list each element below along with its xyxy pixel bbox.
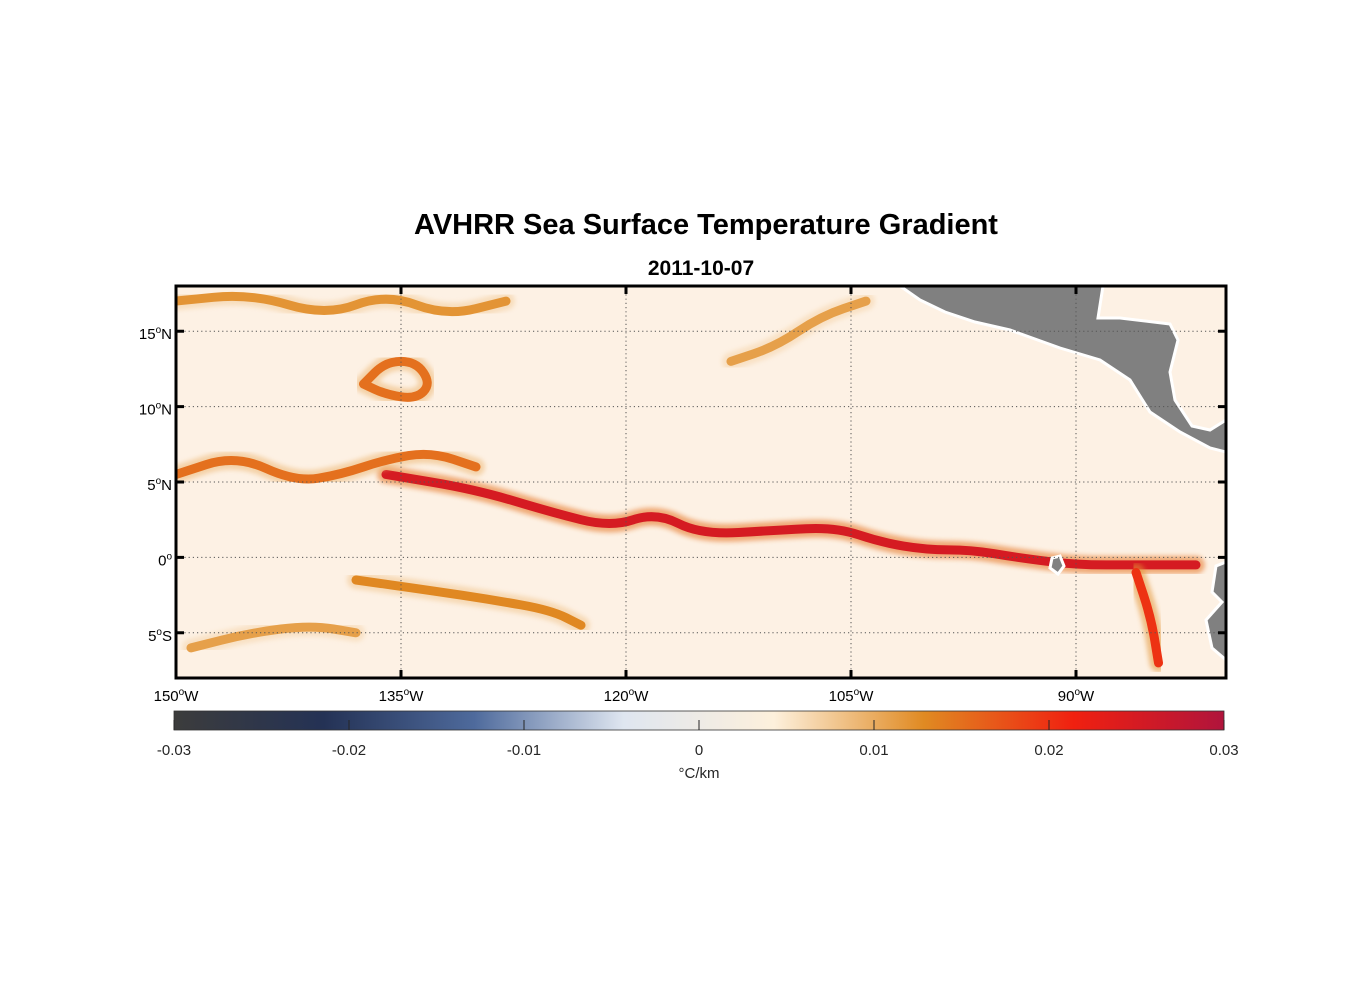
front-south-front-2s <box>351 575 586 630</box>
front-equatorial-front <box>381 469 1201 570</box>
galapagos-land <box>1048 554 1066 577</box>
x-tick-label: 120oW <box>604 687 650 705</box>
chart-subtitle: 2011-10-07 <box>648 257 754 280</box>
map-plot-area <box>176 286 1226 678</box>
colorbar-label: °C/km <box>679 765 720 782</box>
colorbar-tick-label: 0.03 <box>1209 742 1238 759</box>
y-tick-label: 0o <box>158 551 172 569</box>
front-filament-14n <box>726 296 871 366</box>
colorbar-ticks: -0.03 -0.02 -0.01 0 0.01 0.02 0.03 <box>157 720 1239 759</box>
x-tick-label: 105oW <box>829 687 875 705</box>
frame-ticks <box>174 286 1226 678</box>
front-eddy-12n-135w <box>359 356 432 402</box>
land-layer <box>897 286 1226 662</box>
front-north-front-7n <box>176 449 481 484</box>
chart-title: AVHRR Sea Surface Temperature Gradient <box>414 209 998 241</box>
y-tick-label: 15oN <box>139 325 172 343</box>
x-tick-label: 90oW <box>1058 687 1095 705</box>
colorbar-tick-label: 0.02 <box>1034 742 1063 759</box>
colorbar: -0.03 -0.02 -0.01 0 0.01 0.02 0.03 °C/km <box>157 710 1239 782</box>
x-axis-labels: 150oW 135oW 120oW 105oW 90oW <box>154 687 1095 705</box>
colorbar-tick-label: -0.01 <box>507 742 541 759</box>
colorbar-tick-label: 0.01 <box>859 742 888 759</box>
front-coastal-front <box>1131 567 1163 668</box>
south-america-land <box>1204 560 1226 662</box>
y-tick-label: 10oN <box>139 401 172 419</box>
front-filament-sw <box>186 622 361 653</box>
y-tick-label: 5oN <box>147 476 172 494</box>
graticule <box>176 286 1226 678</box>
central-america-land <box>897 286 1226 454</box>
y-axis-labels: 15oN 10oN 5oN 0o 5oS <box>139 325 173 645</box>
x-tick-label: 150oW <box>154 687 200 705</box>
colorbar-tick-label: -0.02 <box>332 742 366 759</box>
y-tick-label: 5oS <box>148 627 172 645</box>
front-north-front-17n <box>176 291 511 317</box>
colorbar-tick-label: 0 <box>695 742 703 759</box>
x-tick-label: 135oW <box>379 687 425 705</box>
colorbar-tick-label: -0.03 <box>157 742 191 759</box>
front-layer <box>176 287 1205 672</box>
